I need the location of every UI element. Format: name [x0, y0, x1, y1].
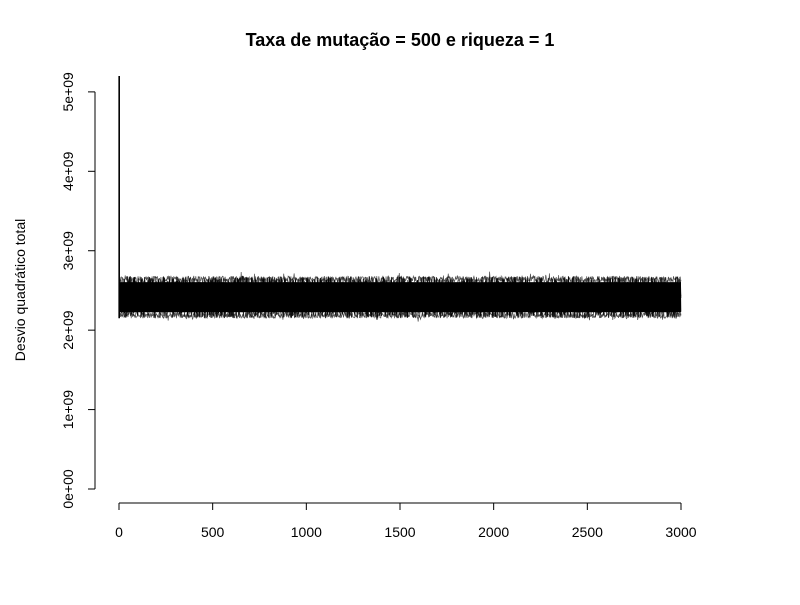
- y-tick-label: 2e+09: [60, 310, 76, 350]
- x-tick-label: 3000: [665, 524, 696, 540]
- plot-area: [118, 76, 682, 322]
- x-axis: 0 500 1000 1500 2000 2500 3000: [115, 502, 697, 540]
- x-tick-label: 2000: [478, 524, 509, 540]
- x-tick-label: 500: [201, 524, 225, 540]
- y-axis-label: Desvio quadrático total: [12, 219, 28, 361]
- series-upper-noise: [119, 271, 682, 284]
- series-lower-noise: [118, 310, 682, 322]
- x-tick-label: 0: [115, 524, 123, 540]
- y-tick-label: 3e+09: [60, 231, 76, 271]
- y-tick-label: 0e+00: [60, 469, 76, 509]
- y-tick-label: 5e+09: [60, 72, 76, 112]
- y-tick-label: 1e+09: [60, 390, 76, 430]
- x-tick-label: 2500: [572, 524, 603, 540]
- x-tick-label: 1500: [384, 524, 415, 540]
- chart-title: Taxa de mutação = 500 e riqueza = 1: [246, 30, 555, 50]
- y-tick-label: 4e+09: [60, 151, 76, 191]
- x-tick-label: 1000: [291, 524, 322, 540]
- y-axis: 0e+00 1e+09 2e+09 3e+09 4e+09 5e+09: [60, 72, 96, 509]
